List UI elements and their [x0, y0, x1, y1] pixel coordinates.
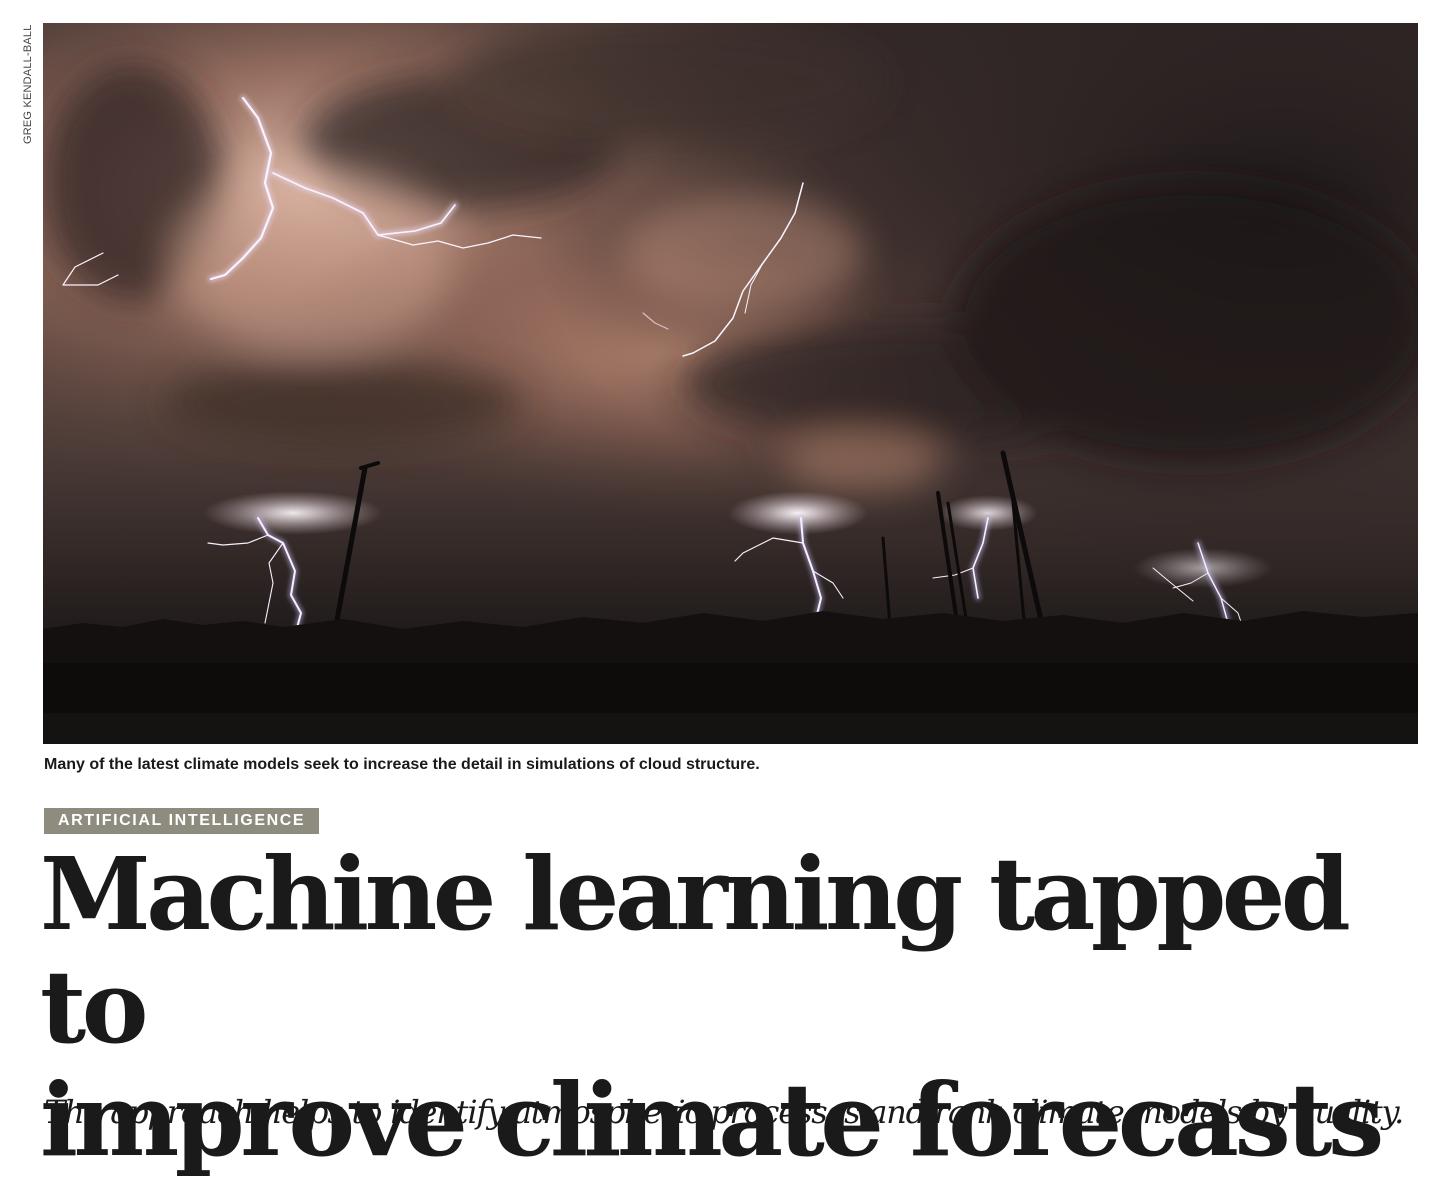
- standfirst: The approach helps to identify atmospher…: [44, 1093, 1404, 1131]
- photo-credit: GREG KENDALL-BALL: [22, 24, 34, 144]
- storm-photo: [43, 23, 1418, 744]
- section-tag[interactable]: ARTIFICIAL INTELLIGENCE: [44, 808, 320, 834]
- photo-caption: Many of the latest climate models seek t…: [44, 756, 760, 773]
- headline-line-1: Machine learning tapped to: [40, 835, 1351, 1066]
